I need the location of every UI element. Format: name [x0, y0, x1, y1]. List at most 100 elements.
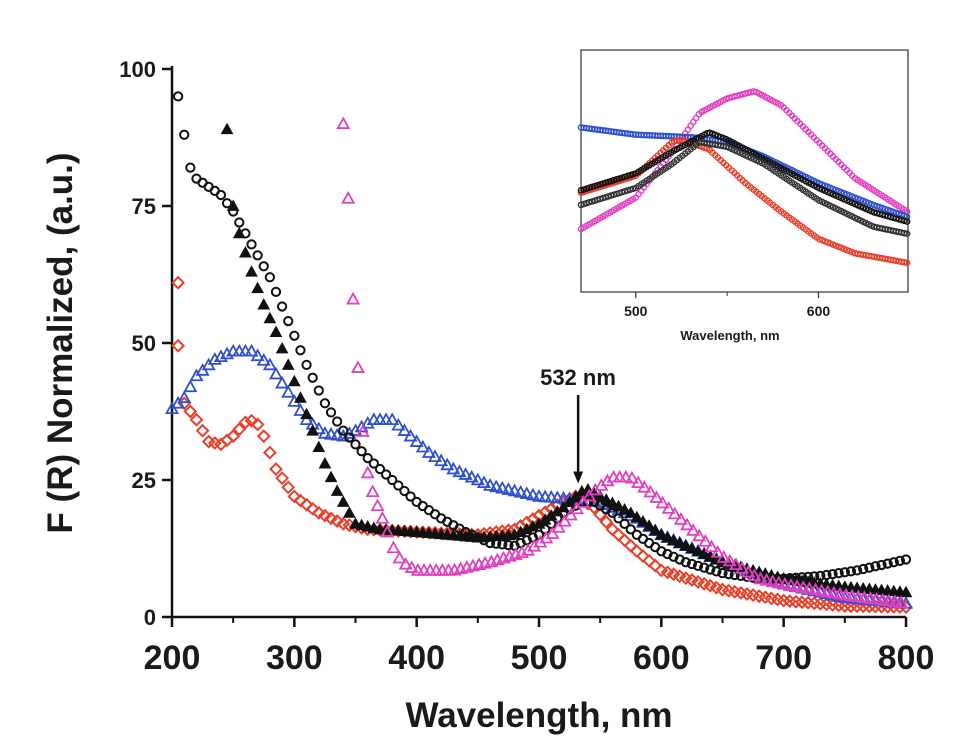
data-point	[717, 568, 728, 579]
data-point	[845, 588, 860, 602]
data-point	[783, 578, 799, 591]
data-point	[183, 404, 198, 419]
data-point	[894, 595, 909, 608]
data-point	[324, 470, 338, 483]
data-point	[263, 311, 277, 324]
data-point	[661, 531, 674, 543]
data-point	[318, 508, 332, 523]
data-point	[171, 338, 186, 353]
data-point	[470, 472, 485, 486]
data-point	[360, 465, 375, 479]
data-point	[876, 559, 887, 571]
data-point	[283, 315, 294, 327]
data-point	[839, 567, 850, 578]
inset-axes: 500 600	[624, 292, 830, 319]
data-point	[870, 561, 881, 572]
data-point	[501, 482, 516, 495]
y-axis-label: F (R) Normalized, (a.u.)	[41, 152, 80, 533]
data-point	[832, 586, 847, 600]
data-point	[600, 473, 615, 487]
data-point	[476, 475, 491, 489]
annotation-532nm: 532 nm	[540, 365, 616, 390]
data-point	[332, 416, 343, 427]
data-point	[287, 374, 301, 387]
data-point	[582, 488, 597, 502]
data-point	[301, 359, 312, 371]
data-point	[894, 555, 906, 566]
data-point	[355, 424, 370, 437]
x-tick-label: 500	[511, 639, 568, 677]
data-point	[507, 483, 522, 497]
data-point	[312, 440, 326, 453]
data-point	[387, 474, 398, 486]
data-point	[820, 584, 835, 598]
data-point	[483, 478, 498, 491]
inset-series-4	[577, 138, 911, 238]
data-point	[319, 398, 331, 409]
data-point	[851, 565, 863, 576]
data-point	[851, 589, 866, 603]
data-point	[827, 568, 838, 580]
annotation-arrow	[573, 395, 584, 484]
data-point	[264, 272, 275, 283]
data-point	[858, 563, 869, 575]
data-point	[398, 556, 413, 570]
data-point	[691, 544, 705, 557]
data-point	[427, 449, 443, 463]
data-point	[368, 458, 379, 469]
data-point	[723, 568, 734, 580]
data-point	[318, 457, 332, 469]
data-point	[636, 549, 650, 563]
data-point	[839, 587, 854, 601]
data-point	[869, 592, 884, 605]
data-point	[557, 513, 572, 527]
data-point	[685, 541, 699, 554]
data-point	[392, 550, 407, 564]
data-point	[289, 330, 300, 341]
inset-data-point	[901, 258, 908, 266]
x-tick-label: 800	[878, 639, 935, 677]
inset-data-point	[903, 259, 911, 267]
data-point	[680, 557, 691, 568]
inset-plot-area	[577, 88, 911, 267]
data-point	[606, 496, 619, 508]
data-point	[686, 523, 701, 536]
data-point	[623, 538, 638, 553]
data-point	[802, 581, 817, 595]
data-point	[747, 568, 762, 582]
data-point	[611, 527, 626, 542]
y-tick-label: 50	[132, 331, 156, 356]
data-point	[796, 580, 811, 593]
data-point	[716, 550, 731, 563]
inset-data-point	[750, 88, 757, 95]
data-point	[887, 594, 903, 608]
data-point	[881, 593, 896, 607]
data-point	[875, 592, 890, 606]
data-point	[464, 469, 479, 483]
data-point	[250, 417, 265, 432]
data-point	[306, 424, 320, 436]
data-point	[692, 528, 707, 542]
data-point	[294, 391, 307, 403]
data-point	[287, 489, 302, 504]
data-point	[863, 591, 878, 604]
data-point	[545, 526, 560, 539]
data-point	[354, 419, 369, 433]
data-point	[317, 426, 332, 439]
data-point	[336, 495, 350, 507]
data-point	[692, 560, 704, 571]
data-point	[380, 469, 392, 480]
data-point	[232, 422, 247, 437]
data-point	[350, 439, 361, 450]
data-point	[244, 413, 259, 428]
data-point	[888, 557, 899, 568]
data-point	[232, 226, 246, 239]
series-4	[336, 116, 909, 608]
data-point	[257, 298, 271, 310]
data-point	[648, 558, 663, 573]
y-tick-label: 25	[132, 468, 156, 493]
data-point	[299, 497, 314, 512]
data-point	[452, 464, 467, 478]
data-point	[667, 506, 682, 520]
data-point	[244, 343, 259, 357]
